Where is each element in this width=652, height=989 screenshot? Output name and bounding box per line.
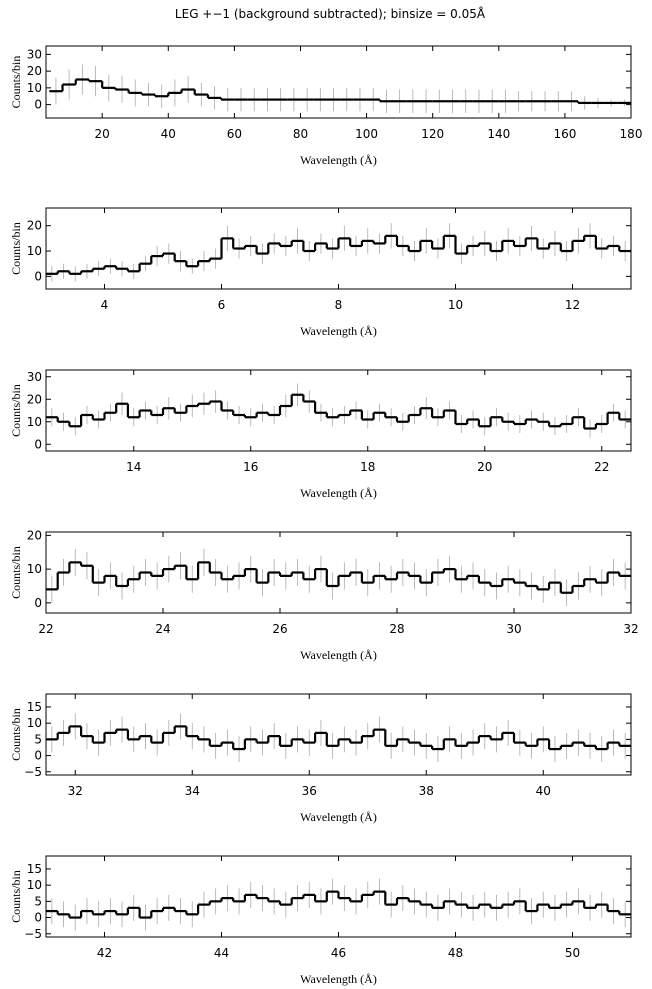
x-tick-label: 46 [331, 946, 346, 960]
x-tick-label: 44 [214, 946, 229, 960]
y-tick-label: 30 [27, 370, 42, 384]
x-tick-label: 42 [97, 946, 112, 960]
y-tick-label: −5 [24, 927, 42, 941]
plot-frame [45, 45, 632, 119]
y-axis-label: Counts/bin [9, 222, 23, 275]
x-tick-label: 22 [594, 460, 609, 474]
x-tick-label: 38 [419, 784, 434, 798]
x-tick-label: 12 [565, 298, 580, 312]
x-tick-label: 140 [487, 127, 510, 141]
x-tick-label: 20 [95, 127, 110, 141]
plot-frame [45, 531, 632, 614]
x-axis-label: Wavelength (Å) [300, 486, 377, 500]
y-tick-label: 30 [27, 47, 42, 61]
x-tick-label: 22 [38, 622, 53, 636]
plot-frame [45, 693, 632, 776]
x-tick-label: 50 [565, 946, 580, 960]
x-tick-label: 18 [360, 460, 375, 474]
y-tick-label: 0 [34, 437, 42, 451]
y-tick-label: 5 [34, 894, 42, 908]
x-tick-label: 24 [155, 622, 170, 636]
x-tick-label: 28 [389, 622, 404, 636]
x-tick-label: 160 [553, 127, 576, 141]
y-tick-label: 0 [34, 269, 42, 283]
x-tick-label: 8 [335, 298, 343, 312]
y-tick-label: 20 [27, 219, 42, 233]
x-tick-label: 120 [421, 127, 444, 141]
y-tick-label: 10 [27, 716, 42, 730]
x-tick-label: 30 [506, 622, 521, 636]
x-tick-label: 40 [161, 127, 176, 141]
x-tick-label: 60 [227, 127, 242, 141]
y-axis-label: Counts/bin [9, 870, 23, 923]
y-tick-label: 10 [27, 244, 42, 258]
x-axis-label: Wavelength (Å) [300, 810, 377, 824]
x-tick-label: 180 [620, 127, 643, 141]
plot-frame [45, 369, 632, 452]
x-tick-label: 36 [302, 784, 317, 798]
y-axis-label: Counts/bin [9, 56, 23, 109]
y-tick-label: 10 [27, 415, 42, 429]
x-tick-label: 100 [355, 127, 378, 141]
x-tick-label: 6 [218, 298, 226, 312]
y-axis-label: Counts/bin [9, 708, 23, 761]
x-tick-label: 80 [293, 127, 308, 141]
y-tick-label: 10 [27, 562, 42, 576]
x-tick-label: 34 [185, 784, 200, 798]
y-tick-label: 15 [27, 700, 42, 714]
x-tick-label: 26 [272, 622, 287, 636]
y-tick-label: 0 [34, 911, 42, 925]
y-tick-label: 10 [27, 81, 42, 95]
y-tick-label: 20 [27, 64, 42, 78]
y-tick-label: 15 [27, 862, 42, 876]
x-tick-label: 4 [101, 298, 109, 312]
x-axis-label: Wavelength (Å) [300, 324, 377, 338]
chart-title: LEG +−1 (background subtracted); binsize… [175, 6, 486, 21]
x-tick-label: 48 [448, 946, 463, 960]
x-axis-label: Wavelength (Å) [300, 153, 377, 167]
x-axis-label: Wavelength (Å) [300, 972, 377, 986]
x-tick-label: 10 [448, 298, 463, 312]
x-tick-label: 40 [536, 784, 551, 798]
y-axis-label: Counts/bin [9, 546, 23, 599]
y-tick-label: 20 [27, 392, 42, 406]
x-tick-label: 20 [477, 460, 492, 474]
x-tick-label: 16 [243, 460, 258, 474]
y-tick-label: 20 [27, 528, 42, 542]
y-tick-label: 0 [34, 749, 42, 763]
y-tick-label: 5 [34, 732, 42, 746]
x-tick-label: 32 [623, 622, 638, 636]
x-axis-label: Wavelength (Å) [300, 648, 377, 662]
y-tick-label: 0 [34, 596, 42, 610]
y-tick-label: −5 [24, 765, 42, 779]
y-tick-label: 10 [27, 878, 42, 892]
x-tick-label: 14 [126, 460, 141, 474]
y-axis-label: Counts/bin [9, 384, 23, 437]
y-tick-label: 0 [34, 98, 42, 112]
x-tick-label: 32 [68, 784, 83, 798]
